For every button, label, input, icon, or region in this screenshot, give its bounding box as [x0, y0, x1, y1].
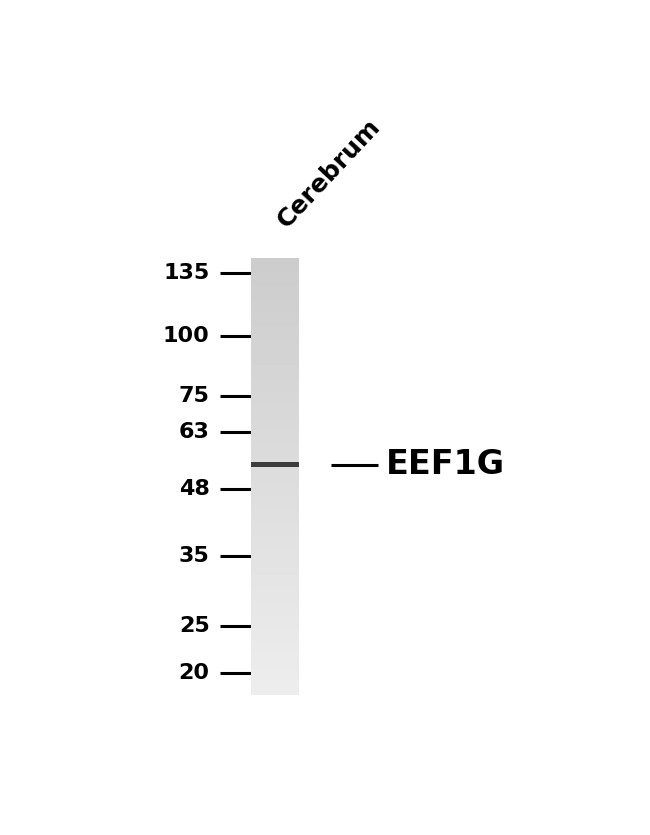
Text: 20: 20 [179, 663, 210, 683]
Text: 35: 35 [179, 545, 210, 565]
Text: EEF1G: EEF1G [386, 448, 505, 481]
Text: 135: 135 [163, 263, 210, 283]
Text: 25: 25 [179, 616, 210, 636]
Text: 75: 75 [179, 386, 210, 406]
Text: 63: 63 [179, 423, 210, 443]
Text: 100: 100 [163, 326, 210, 346]
Bar [252, 462, 299, 468]
Text: 48: 48 [179, 479, 210, 499]
Text: Cerebrum: Cerebrum [273, 114, 385, 232]
